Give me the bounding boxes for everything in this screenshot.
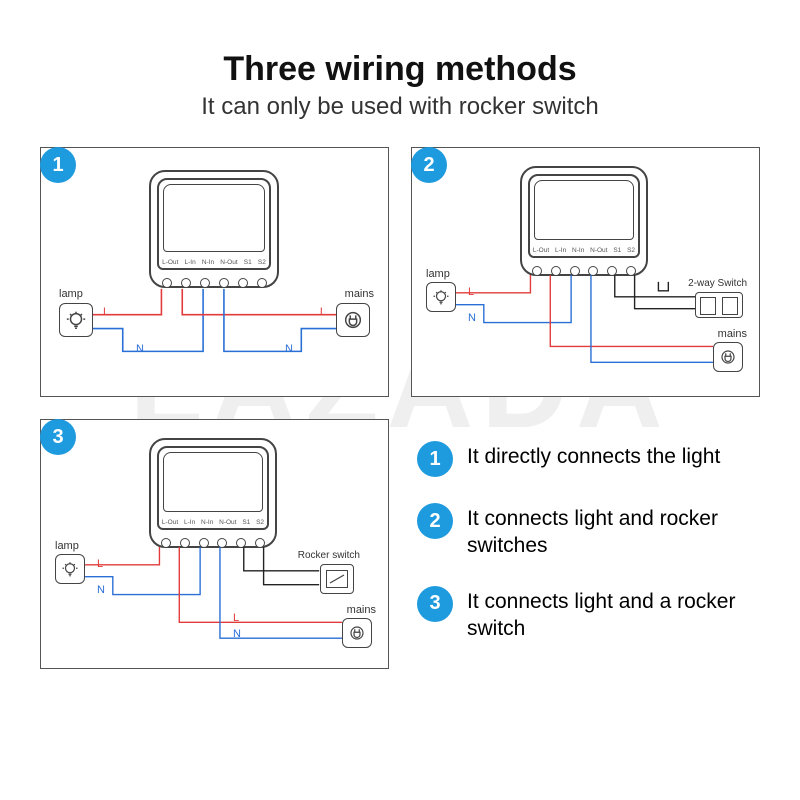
wiring-panel-1: 1 L-OutL-In N-InN-Out S1S2 lamp mains <box>40 147 389 397</box>
legend-text-2: It connects light and rocker switches <box>467 503 748 560</box>
terminal-labels: L-OutL-In N-InN-Out S1S2 <box>159 259 269 266</box>
panel-badge-1: 1 <box>40 147 76 183</box>
lamp-icon <box>59 303 93 337</box>
wire-label-L-left: L <box>103 306 109 318</box>
device-inner-2 <box>163 184 265 252</box>
wiring-panel-2: 2 L-OutL-In N-InN-Out S1S2 lamp 2-way Sw… <box>411 147 760 397</box>
wire-label-L-right: L <box>320 306 326 318</box>
legend-badge-3: 3 <box>417 586 453 622</box>
wire-label-N: N <box>468 312 476 324</box>
wiring-panel-3: 3 L-OutL-In N-InN-Out S1S2 lamp Rocker s… <box>40 419 389 669</box>
panel-badge-2: 2 <box>411 147 447 183</box>
page-title: Three wiring methods <box>40 50 760 89</box>
lamp-label: lamp <box>426 268 450 280</box>
two-way-switch <box>695 292 743 318</box>
wire-label-L: L <box>97 558 103 570</box>
legend-item-2: 2 It connects light and rocker switches <box>417 503 748 560</box>
legend-item-1: 1 It directly connects the light <box>417 441 748 477</box>
rocker-switch <box>320 564 354 594</box>
legend-item-3: 3 It connects light and a rocker switch <box>417 586 748 643</box>
legend-badge-1: 1 <box>417 441 453 477</box>
terminals <box>157 278 271 288</box>
mains-icon <box>336 303 370 337</box>
rocker-label: Rocker switch <box>298 550 360 561</box>
wire-label-L-r: L <box>233 612 239 624</box>
mains-icon <box>342 618 372 648</box>
smart-switch-device: L-OutL-In N-InN-Out S1S2 <box>520 166 648 276</box>
panel-badge-3: 3 <box>40 419 76 455</box>
smart-switch-device: L-OutL-In N-InN-Out S1S2 <box>149 438 277 548</box>
lamp-label: lamp <box>59 288 83 300</box>
wire-label-N-right: N <box>285 343 293 355</box>
legend-badge-2: 2 <box>417 503 453 539</box>
two-way-label: 2-way Switch <box>688 278 747 289</box>
mains-label: mains <box>718 328 747 340</box>
legend-text-3: It connects light and a rocker switch <box>467 586 748 643</box>
wire-label-L: L <box>468 286 474 298</box>
smart-switch-device: L-OutL-In N-InN-Out S1S2 <box>149 170 279 288</box>
wire-label-N-left: N <box>136 343 144 355</box>
wire-label-N: N <box>97 584 105 596</box>
device-inner <box>157 178 271 270</box>
lamp-label: lamp <box>55 540 79 552</box>
diagram-grid: 1 L-OutL-In N-InN-Out S1S2 lamp mains <box>40 147 760 669</box>
mains-icon <box>713 342 743 372</box>
page-subtitle: It can only be used with rocker switch <box>40 93 760 121</box>
mains-label: mains <box>345 288 374 300</box>
legend-text-1: It directly connects the light <box>467 441 720 470</box>
wire-label-N-r: N <box>233 628 241 640</box>
mains-label: mains <box>347 604 376 616</box>
lamp-icon <box>55 554 85 584</box>
lamp-icon <box>426 282 456 312</box>
legend: 1 It directly connects the light 2 It co… <box>411 419 760 669</box>
